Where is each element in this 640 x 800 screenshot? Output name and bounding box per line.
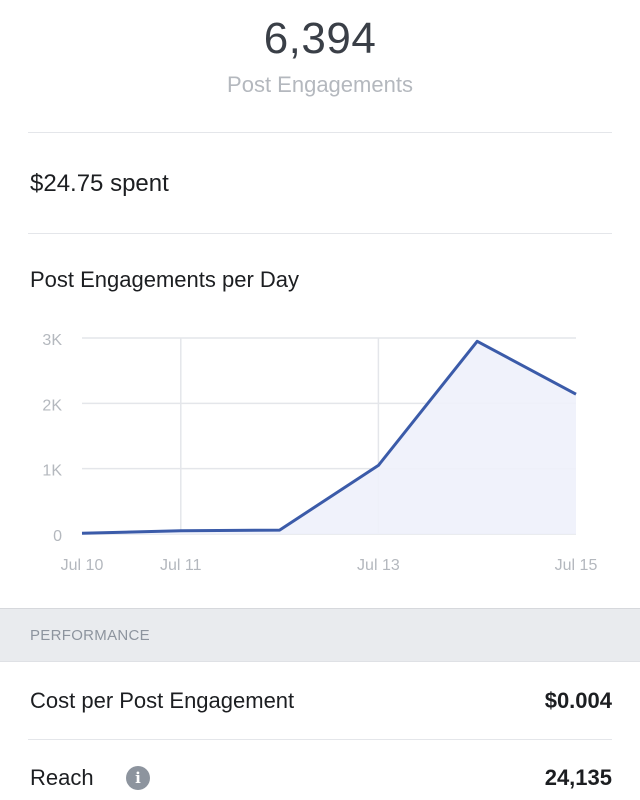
performance-section-header: PERFORMANCE — [0, 608, 640, 662]
chart-title: Post Engagements per Day — [30, 267, 300, 292]
cost-per-engagement-label: Cost per Post Engagement — [30, 688, 295, 713]
post-engagements-value: 6,394 — [263, 14, 377, 63]
reach-label: Reach — [30, 765, 94, 790]
y-tick-label: 1K — [42, 463, 62, 480]
cost-per-engagement-value: $0.004 — [544, 688, 612, 713]
post-engagements-label: Post Engagements — [227, 72, 413, 97]
y-tick-label: 3K — [42, 332, 62, 349]
y-tick-label: 2K — [42, 397, 62, 414]
performance-header-label: PERFORMANCE — [30, 627, 150, 644]
divider — [28, 233, 612, 234]
divider — [28, 132, 612, 133]
divider — [28, 739, 612, 740]
series-line — [81, 339, 577, 535]
x-tick-label: Jul 10 — [61, 557, 104, 574]
x-tick-label: Jul 15 — [555, 557, 598, 574]
x-tick-label: Jul 13 — [357, 557, 400, 574]
reach-value: 24,135 — [544, 765, 612, 790]
series-area — [82, 341, 576, 534]
post-engagements-chart: 0 1K 2K 3K Jul 10 Jul 11 Jul 13 Jul 15 — [42, 332, 598, 574]
x-tick-label: Jul 11 — [160, 557, 202, 574]
info-icon[interactable]: i — [126, 766, 150, 790]
y-tick-label: 0 — [53, 528, 62, 545]
amount-spent: $24.75 spent — [30, 170, 169, 197]
